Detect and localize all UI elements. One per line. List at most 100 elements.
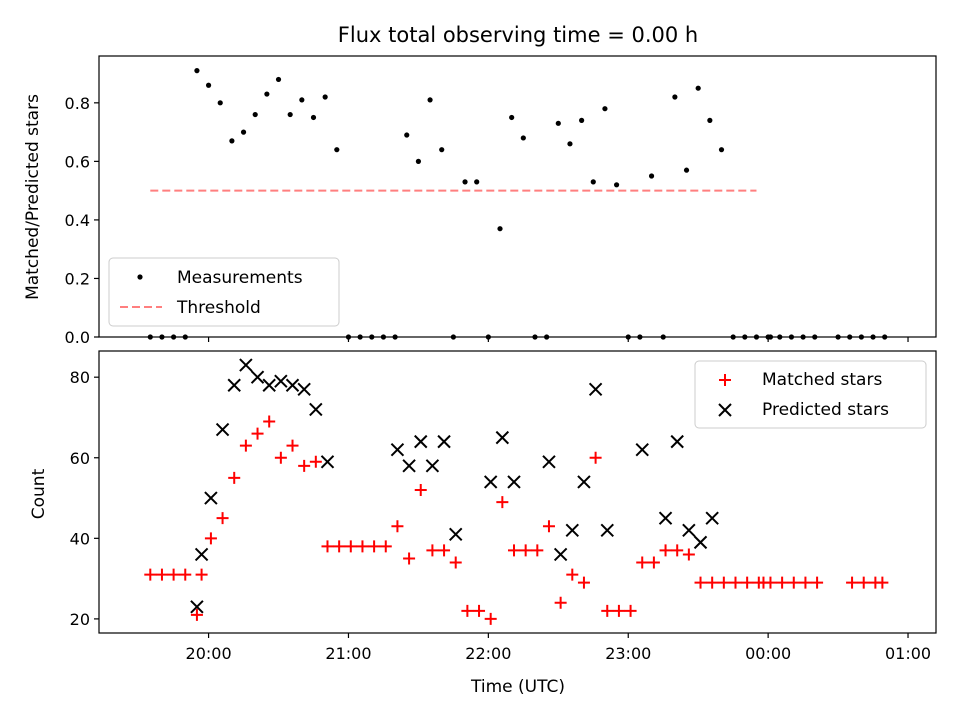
predicted-stars-point — [565, 523, 579, 537]
measurements-point — [474, 179, 480, 185]
matched-stars-point — [542, 520, 555, 533]
predicted-stars-point — [483, 475, 498, 489]
predicted-stars-point — [670, 434, 684, 449]
predicted-stars-point — [635, 442, 649, 457]
matched-stars-point — [344, 540, 357, 553]
predicted-stars-point — [553, 547, 568, 562]
matched-stars-point — [356, 540, 369, 553]
legend-predicted-stars-marker — [718, 403, 732, 417]
predicted-stars-point — [658, 511, 673, 525]
measurements-point — [427, 97, 433, 103]
matched-stars-point — [391, 520, 404, 533]
chart-title: Flux total observing time = 0.00 h — [338, 23, 698, 47]
matched-stars-point — [647, 556, 660, 569]
matched-stars-point — [624, 604, 637, 617]
measurements-point — [415, 158, 422, 164]
matched-stars-point — [228, 471, 241, 484]
matched-stars-point — [286, 439, 299, 452]
predicted-stars-point — [682, 523, 696, 537]
matched-stars-point — [309, 455, 322, 468]
predicted-stars-point — [402, 459, 416, 473]
matched-stars-point — [414, 483, 427, 496]
predicted-stars-point — [285, 378, 300, 392]
ratio-y-axis-label: Matched/Predicted stars — [23, 94, 43, 300]
predicted-stars-point — [190, 600, 204, 614]
predicted-stars-point — [588, 382, 603, 396]
measurements-point — [590, 179, 596, 185]
matched-stars-point — [368, 540, 381, 553]
legend-threshold-label: Threshold — [176, 298, 261, 318]
predicted-stars-point — [425, 459, 440, 473]
measurements-point — [613, 182, 620, 188]
legend-matched-stars-label: Matched stars — [762, 370, 882, 390]
measurements-point — [287, 111, 293, 118]
predicted-stars-point — [705, 511, 719, 525]
count-x-tick-label: 00:00 — [745, 644, 791, 663]
measurements-point — [509, 114, 515, 121]
count-y-tick-label: 40 — [70, 529, 90, 548]
ratio-legend-box — [108, 257, 340, 327]
count-y-tick-label: 80 — [70, 368, 90, 387]
measurements-point — [683, 167, 690, 173]
predicted-stars-point — [495, 430, 510, 445]
matched-stars-point — [636, 556, 649, 569]
matched-stars-point — [333, 540, 346, 553]
count-x-tick-label: 01:00 — [885, 644, 931, 663]
matched-stars-point — [438, 544, 451, 557]
predicted-stars-point — [309, 402, 323, 417]
ratio-y-tick-label: 0.4 — [65, 211, 90, 230]
ratio-legend: Measurements Threshold — [108, 257, 340, 327]
predicted-stars-point — [215, 422, 230, 437]
measurements-point — [310, 114, 317, 121]
matched-stars-point — [846, 576, 859, 589]
ratio-y-tick-label: 0.8 — [65, 94, 90, 113]
count-x-tick-label: 21:00 — [325, 644, 371, 663]
matched-stars-point — [484, 612, 497, 625]
legend-measurements-marker — [137, 274, 143, 280]
matched-stars-point — [694, 576, 707, 589]
measurements-point — [579, 117, 585, 123]
matched-stars-point — [706, 576, 719, 589]
matched-stars-point — [216, 512, 229, 525]
matched-stars-point — [321, 540, 334, 553]
predicted-stars-point — [542, 455, 556, 469]
matched-stars-point — [531, 544, 544, 557]
matched-stars-point — [577, 576, 590, 589]
measurements-point — [497, 226, 503, 232]
measurements-point — [252, 111, 258, 118]
matched-stars-point — [461, 604, 474, 617]
predicted-stars-point — [250, 370, 265, 384]
predicted-stars-point — [320, 455, 335, 469]
predicted-stars-point — [194, 547, 209, 562]
measurements-point — [462, 179, 468, 185]
count-x-tick-label: 20:00 — [186, 644, 232, 663]
ratio-y-tick-label: 0.6 — [65, 152, 90, 171]
measurements-point — [567, 141, 573, 147]
ratio-y-tick-label: 0.2 — [65, 269, 90, 288]
matched-stars-point — [473, 604, 486, 617]
count-y-tick-label: 60 — [70, 449, 90, 468]
ratio-plot-frame — [98, 55, 937, 338]
matched-stars-point — [426, 544, 439, 557]
matched-stars-point — [741, 576, 754, 589]
matched-stars-point — [729, 576, 742, 589]
matched-stars-point — [799, 576, 812, 589]
matched-stars-point — [857, 576, 870, 589]
matched-stars-point — [682, 548, 695, 561]
measurements-point — [229, 138, 235, 144]
matched-stars-point — [379, 540, 392, 553]
matched-stars-point — [167, 568, 180, 581]
matched-stars-point — [251, 427, 264, 440]
predicted-stars-point — [390, 442, 405, 457]
measurements-point — [194, 68, 200, 74]
predicted-stars-point — [227, 378, 241, 392]
count-legend-box — [694, 360, 927, 429]
predicted-stars-point — [600, 523, 614, 537]
measurements-point — [439, 147, 445, 153]
measurements-point — [555, 120, 561, 126]
matched-stars-point — [717, 576, 730, 589]
matched-stars-point — [190, 608, 203, 621]
matched-stars-point — [263, 415, 276, 428]
predicted-stars-point — [297, 382, 311, 396]
matched-stars-point — [787, 576, 800, 589]
